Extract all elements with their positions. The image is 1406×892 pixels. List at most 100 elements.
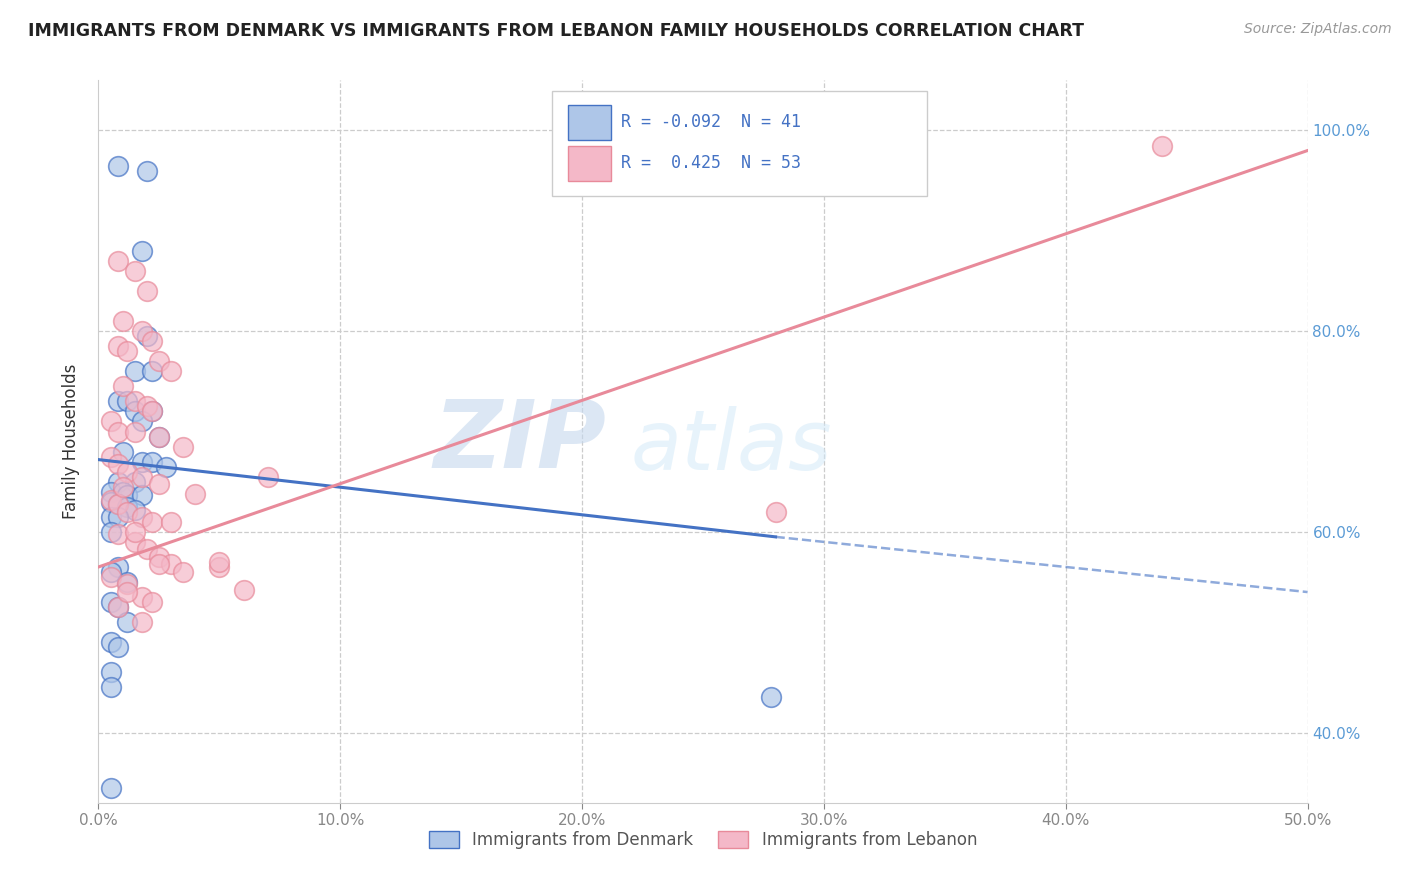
Y-axis label: Family Households: Family Households (62, 364, 80, 519)
Point (100, 665, 122, 680)
Point (107, 497, 129, 511)
Point (107, 600, 129, 615)
Point (124, 404, 146, 418)
Point (100, 484, 122, 499)
Point (232, 583, 254, 598)
Point (100, 494, 122, 508)
Point (117, 465, 139, 479)
Point (111, 484, 134, 499)
Point (160, 364, 183, 378)
Point (1152, 138, 1174, 153)
Point (100, 509, 122, 524)
Point (131, 509, 153, 524)
Point (107, 394, 129, 409)
Point (100, 524, 122, 539)
FancyBboxPatch shape (568, 105, 612, 139)
Point (107, 475, 129, 489)
Point (124, 264, 146, 278)
Point (100, 595, 122, 609)
Point (172, 565, 194, 579)
Point (100, 565, 122, 579)
Text: Source: ZipAtlas.com: Source: ZipAtlas.com (1244, 22, 1392, 37)
Legend: Immigrants from Denmark, Immigrants from Lebanon: Immigrants from Denmark, Immigrants from… (422, 824, 984, 856)
Point (117, 585, 139, 599)
Point (107, 457, 129, 471)
Point (111, 444, 134, 458)
Point (135, 163, 157, 178)
Point (208, 555, 231, 569)
Point (107, 253, 129, 268)
Point (131, 454, 153, 468)
Point (117, 615, 139, 630)
Point (124, 394, 146, 409)
Point (172, 440, 194, 454)
Point (131, 615, 153, 630)
Point (107, 560, 129, 574)
Point (148, 476, 170, 491)
Point (107, 497, 129, 511)
Point (184, 487, 207, 501)
Point (117, 344, 139, 359)
Point (100, 450, 122, 464)
Text: R = -0.092  N = 41: R = -0.092 N = 41 (621, 113, 801, 131)
Point (141, 404, 163, 418)
Point (135, 400, 157, 414)
Point (256, 469, 278, 483)
Point (765, 505, 787, 519)
Point (124, 475, 146, 489)
Point (160, 515, 183, 529)
Text: ZIP: ZIP (433, 395, 606, 488)
Point (111, 480, 134, 494)
Point (100, 780, 122, 795)
Point (107, 526, 129, 541)
Point (100, 570, 122, 584)
Point (148, 557, 170, 571)
Text: R =  0.425  N = 53: R = 0.425 N = 53 (621, 154, 801, 172)
Point (107, 159, 129, 173)
Point (107, 425, 129, 439)
Point (117, 394, 139, 409)
Point (124, 425, 146, 439)
Point (141, 595, 163, 609)
Point (131, 469, 153, 483)
Point (131, 244, 153, 258)
Point (117, 505, 139, 519)
Point (131, 414, 153, 429)
Point (100, 492, 122, 507)
Point (111, 379, 134, 393)
Point (117, 577, 139, 591)
Point (148, 549, 170, 564)
Point (124, 534, 146, 549)
Point (131, 590, 153, 604)
Point (117, 488, 139, 502)
Point (155, 459, 177, 474)
Point (107, 600, 129, 615)
Point (208, 560, 231, 574)
Point (135, 329, 157, 343)
Point (117, 574, 139, 589)
Point (131, 324, 153, 338)
Point (148, 429, 170, 443)
Point (100, 635, 122, 649)
Point (107, 640, 129, 655)
Point (124, 524, 146, 539)
Point (124, 503, 146, 517)
FancyBboxPatch shape (551, 91, 927, 196)
FancyBboxPatch shape (568, 146, 612, 181)
Point (141, 515, 163, 529)
Point (111, 314, 134, 328)
Point (107, 339, 129, 353)
Point (100, 414, 122, 429)
Point (141, 454, 163, 468)
Text: IMMIGRANTS FROM DENMARK VS IMMIGRANTS FROM LEBANON FAMILY HOUSEHOLDS CORRELATION: IMMIGRANTS FROM DENMARK VS IMMIGRANTS FR… (28, 22, 1084, 40)
Point (131, 488, 153, 502)
Point (100, 681, 122, 695)
Point (148, 354, 170, 368)
Point (117, 500, 139, 514)
Point (107, 509, 129, 524)
Point (141, 334, 163, 348)
Point (141, 364, 163, 378)
Point (135, 541, 157, 556)
Point (124, 364, 146, 378)
Point (135, 284, 157, 298)
